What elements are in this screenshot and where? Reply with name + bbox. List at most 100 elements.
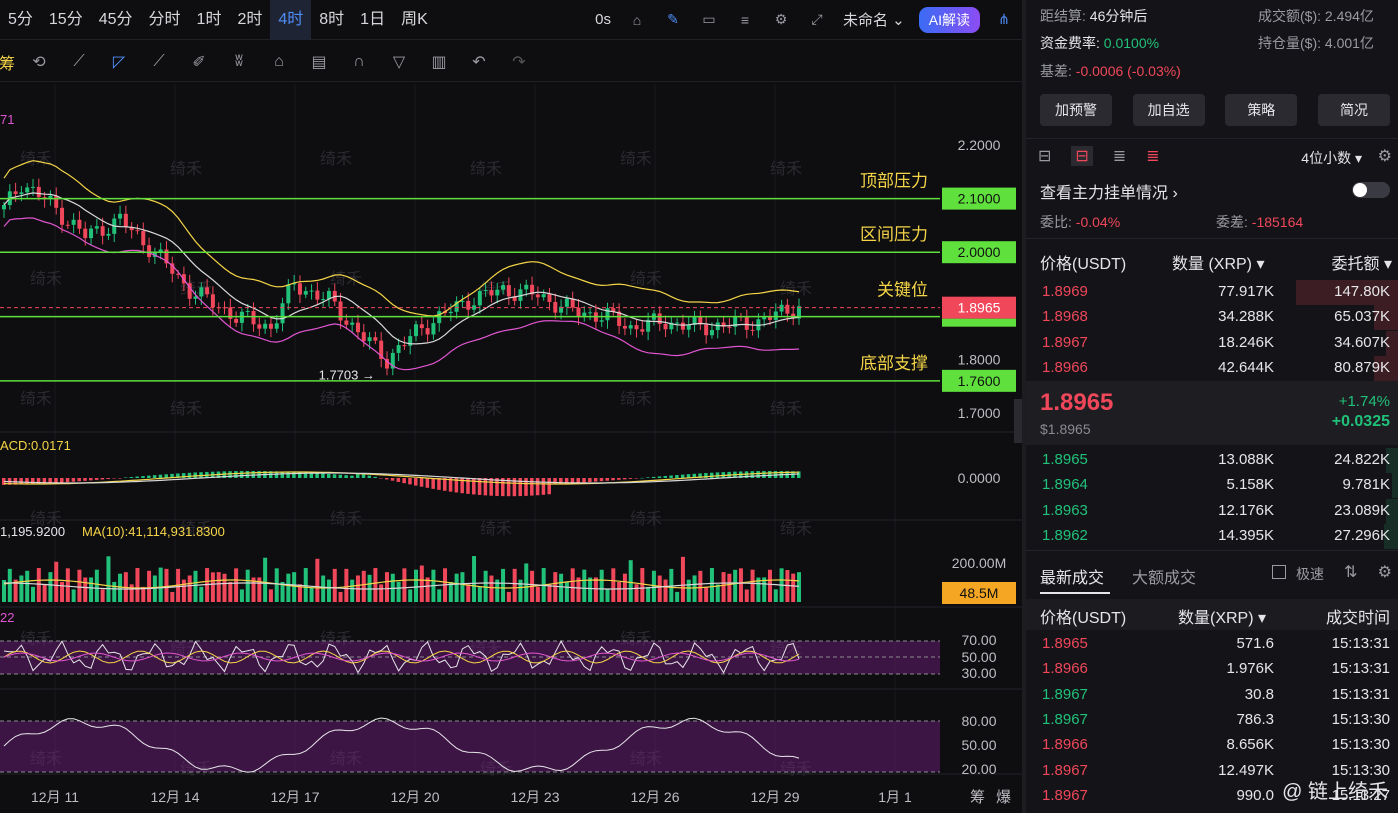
volume-bar: [686, 579, 691, 602]
interval-tab[interactable]: 周K: [401, 10, 428, 28]
filter-icon[interactable]: ▽: [392, 53, 406, 71]
pattern-icon[interactable]: ʬ: [235, 52, 243, 70]
trade-price: 1.8965: [1042, 635, 1088, 652]
watermark: 绮禾: [620, 390, 652, 408]
ruler-icon[interactable]: ⟋: [153, 52, 165, 70]
orderbook-row[interactable]: 1.8964 5.158K 9.781K: [1026, 473, 1398, 499]
macd-bar: [646, 477, 650, 478]
macd-bar: [135, 476, 139, 478]
sort-icon[interactable]: ⇅: [1344, 564, 1358, 581]
trade-qty: 12.497K: [1218, 761, 1274, 779]
candle-body: [350, 322, 355, 325]
macd-bar: [477, 478, 482, 495]
separator: [1026, 138, 1398, 139]
interval-tab[interactable]: 1日: [360, 10, 386, 28]
volume-bar: [384, 572, 389, 602]
brush-icon[interactable]: ✐: [192, 53, 206, 71]
interval-tab[interactable]: 分时: [148, 10, 181, 28]
action-button[interactable]: 策略: [1225, 94, 1298, 126]
macd-bar: [651, 476, 656, 478]
volume-bar: [147, 570, 152, 602]
cursor-icon[interactable]: ◸: [112, 53, 126, 71]
interval-list: 5分 15分 45分 分时 1时 2时 4时 8时 1日 周K: [0, 0, 436, 40]
ob-mode-bids-icon[interactable]: ≣: [1146, 148, 1160, 165]
trade-header-qty[interactable]: 数量(XRP) ▾: [1178, 610, 1267, 627]
interval-tab[interactable]: 4时: [270, 0, 312, 40]
interval-tab[interactable]: 1时: [196, 10, 222, 28]
volume-bar: [518, 579, 523, 602]
candle-body: [472, 305, 477, 310]
chart-svg[interactable]: 绮禾绮禾绮禾绮禾绮禾绮禾绮禾绮禾绮禾绮禾绮禾绮禾绮禾绮禾绮禾绮禾绮禾绮禾绮禾绮禾…: [0, 84, 1022, 813]
candle-body: [361, 332, 366, 342]
pencil-icon[interactable]: ✎: [667, 11, 679, 27]
ob-mode-list-icon[interactable]: ≣: [1112, 148, 1127, 165]
main-orders-toggle[interactable]: [1352, 182, 1390, 198]
list-icon[interactable]: ≡: [740, 11, 750, 28]
main-orders-link[interactable]: 查看主力挂单情况 ›: [1040, 185, 1178, 202]
timer-label[interactable]: 0s: [595, 11, 611, 28]
redo-icon[interactable]: ↷: [512, 53, 526, 71]
candle-body: [767, 316, 772, 320]
tab-underline: [1040, 592, 1110, 594]
interval-tab[interactable]: 45分: [98, 10, 133, 28]
orderbook-row[interactable]: 1.8966 42.644K 80.879K: [1026, 355, 1398, 381]
ratio-info: 委比: -0.04%: [1040, 214, 1121, 230]
lock-icon[interactable]: ⌂: [274, 52, 284, 70]
level-tag: [942, 369, 1016, 392]
candle-body: [495, 289, 500, 296]
ob-header-total[interactable]: 委托额 ▾: [1331, 256, 1393, 273]
interval-tab[interactable]: 15分: [48, 10, 83, 28]
comment-icon[interactable]: ▭: [702, 11, 716, 27]
trade-settings-icon[interactable]: ⚙: [1377, 564, 1392, 581]
candle-body: [280, 303, 285, 324]
orderbook-row[interactable]: 1.8968 34.288K 65.037K: [1026, 305, 1398, 331]
orderbook-row[interactable]: 1.8963 12.176K 23.089K: [1026, 498, 1398, 524]
ob-mode-both-icon[interactable]: ⊟: [1038, 148, 1052, 165]
magnet-icon[interactable]: ∩: [353, 52, 365, 70]
volume-bar: [472, 556, 477, 602]
chips-icon[interactable]: 筹: [0, 55, 16, 73]
edit-icon[interactable]: ▤: [311, 53, 327, 71]
trend-icon[interactable]: ⟋: [73, 52, 85, 70]
candle-body: [675, 322, 680, 324]
candle-body: [797, 306, 801, 319]
sync-icon[interactable]: ⟲: [32, 53, 46, 71]
volume-bar: [228, 581, 233, 602]
action-button[interactable]: 加预警: [1040, 94, 1112, 126]
ob-mode-asks-icon[interactable]: ⊟: [1071, 146, 1093, 166]
action-button[interactable]: 加自选: [1132, 94, 1205, 126]
camera-icon[interactable]: ⌂: [632, 11, 642, 28]
settings-icon[interactable]: ⚙: [1377, 148, 1392, 165]
ai-button[interactable]: AI解读: [918, 6, 980, 33]
ob-header-qty[interactable]: 数量 (XRP) ▾: [1172, 256, 1265, 273]
orderbook-row[interactable]: 1.8962 14.395K 27.296K: [1026, 523, 1398, 549]
candle-body: [518, 289, 523, 301]
gear-icon[interactable]: ⚙: [774, 11, 788, 27]
interval-tab[interactable]: 2时: [237, 10, 263, 28]
fast-checkbox[interactable]: [1272, 565, 1286, 579]
kline-chart[interactable]: 绮禾 绮禾 绮禾 绮禾 绮禾 绮禾 绮禾 绮禾 绮禾 绮禾 绮禾 绮禾 绮禾 绮禾 绮禾 绮禾 绮禾 绮禾 绮禾 绮禾…: [0, 84, 1022, 813]
macd-bar: [170, 473, 174, 478]
expand-icon[interactable]: ⤢: [811, 11, 823, 27]
action-button[interactable]: 简况: [1317, 94, 1390, 126]
panel-divider[interactable]: [1022, 0, 1026, 813]
trash-icon[interactable]: ▥: [431, 53, 447, 71]
rsi-line-3: [3, 652, 800, 662]
undo-icon[interactable]: ↶: [472, 53, 486, 71]
tab-latest-trades[interactable]: 最新成交: [1040, 570, 1105, 587]
decimals-select[interactable]: 4位小数 ▾: [1301, 150, 1362, 166]
tab-large-trades[interactable]: 大额成交: [1132, 570, 1197, 587]
rsi-line-2: [3, 650, 800, 664]
level-tag: [942, 187, 1016, 210]
orderbook-row[interactable]: 1.8965 13.088K 24.822K: [1026, 448, 1398, 473]
layout-select[interactable]: 未命名 ⌄: [843, 12, 905, 29]
interval-tab[interactable]: 5分: [8, 10, 33, 28]
share-icon[interactable]: ⋔: [998, 11, 1010, 27]
orderbook-row[interactable]: 1.8967 18.246K 34.607K: [1026, 330, 1398, 356]
interval-tab[interactable]: 8时: [319, 10, 345, 28]
orderbook-row[interactable]: 1.8969 77.917K 147.80K: [1026, 280, 1398, 305]
volume-bar: [483, 570, 488, 602]
action-buttons: 加预警 加自选 策略 简况: [1040, 94, 1390, 126]
candle-body: [106, 233, 111, 236]
candle-body: [263, 323, 268, 329]
